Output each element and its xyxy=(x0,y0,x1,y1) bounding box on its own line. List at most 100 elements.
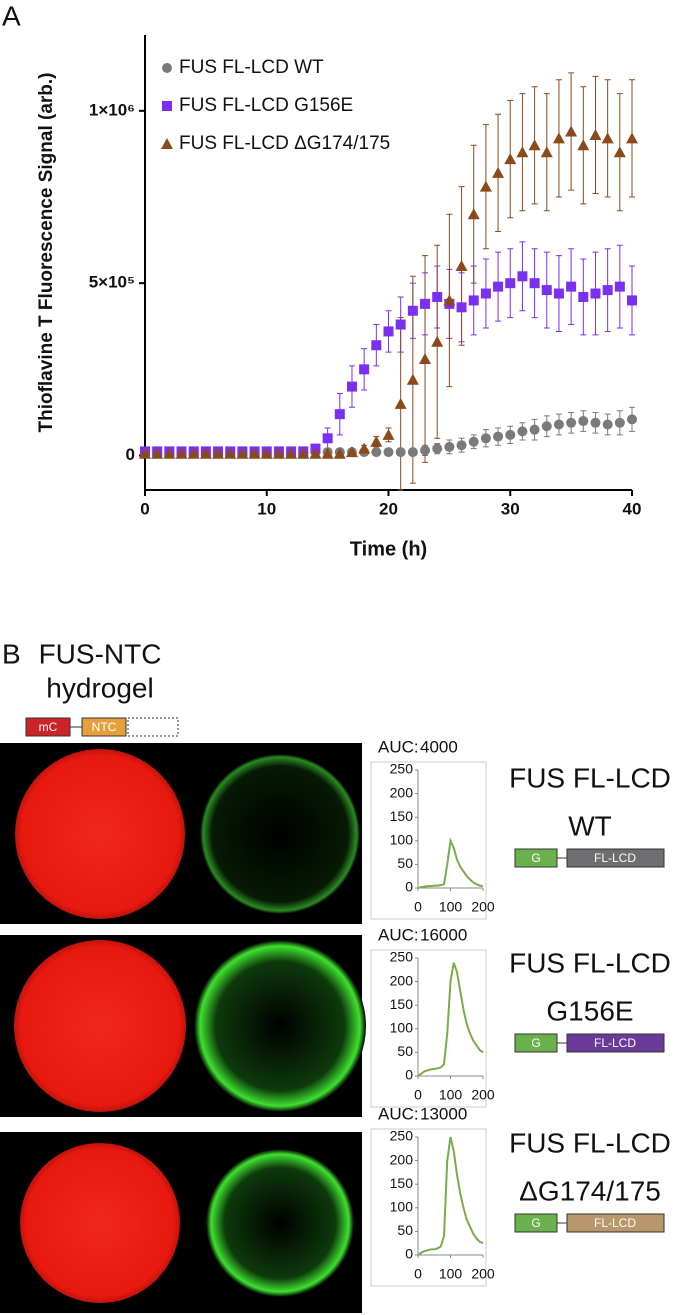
marker xyxy=(175,447,188,459)
marker xyxy=(333,447,346,459)
construct-label: G xyxy=(531,1036,540,1050)
y-tick-label: 250 xyxy=(390,1128,414,1144)
marker xyxy=(139,447,151,459)
marker xyxy=(394,397,407,409)
marker xyxy=(444,441,455,452)
marker xyxy=(493,281,504,292)
construct-label: NTC xyxy=(92,720,117,734)
annotation: AUC: xyxy=(378,737,419,756)
construct-label: FL-LCD xyxy=(594,1216,636,1230)
marker xyxy=(199,447,212,459)
row-name: FUS FL-LCD xyxy=(509,947,671,978)
marker xyxy=(455,259,468,271)
marker xyxy=(467,208,480,220)
y-tick-label: 100 xyxy=(390,832,414,848)
data-line xyxy=(417,962,484,1077)
marker xyxy=(345,446,358,458)
marker xyxy=(285,447,298,459)
marker xyxy=(566,281,577,292)
construct-box xyxy=(566,1033,665,1053)
x-tick-label: 100 xyxy=(439,1087,463,1103)
x-tick-label: 0 xyxy=(414,1266,422,1282)
marker xyxy=(468,295,479,306)
marker xyxy=(248,447,261,459)
marker xyxy=(395,447,406,458)
marker xyxy=(517,426,528,437)
marker xyxy=(553,419,564,430)
marker xyxy=(358,442,371,454)
construct-label: mC xyxy=(39,720,58,734)
marker xyxy=(383,447,394,458)
marker xyxy=(443,294,456,306)
y-tick-label: 250 xyxy=(390,761,414,777)
marker xyxy=(163,447,176,459)
construct-label: FL-LCD xyxy=(594,851,636,865)
legend-marker xyxy=(161,138,173,149)
y-tick-label: 250 xyxy=(390,949,414,965)
marker xyxy=(151,447,164,459)
y-tick-label: 150 xyxy=(390,808,414,824)
marker xyxy=(371,340,382,351)
marker xyxy=(541,285,552,296)
marker xyxy=(493,431,504,442)
marker xyxy=(566,417,577,428)
marker xyxy=(346,381,357,392)
micrographs xyxy=(0,743,366,1313)
marker xyxy=(468,436,479,447)
y-tick-label: 0 xyxy=(405,1067,413,1083)
legend-marker xyxy=(162,101,172,111)
x-tick-label: 200 xyxy=(471,899,495,915)
marker xyxy=(601,132,614,144)
data-line xyxy=(417,837,484,889)
construct-box xyxy=(566,848,665,868)
marker xyxy=(492,166,505,178)
x-tick-label: 100 xyxy=(439,899,463,915)
marker xyxy=(517,271,528,282)
y-tick-label: 50 xyxy=(397,855,413,871)
marker xyxy=(297,447,310,459)
marker xyxy=(541,421,552,432)
row-name: FUS FL-LCD xyxy=(509,1127,671,1158)
x-tick-label: 0 xyxy=(414,1087,422,1103)
y-tick-label: 150 xyxy=(390,1175,414,1191)
construct-box xyxy=(566,1213,665,1233)
y-tick-label: 100 xyxy=(390,1199,414,1215)
y-tick-label: 0 xyxy=(126,445,135,464)
legend-label: FUS FL-LCD WT xyxy=(179,57,324,78)
marker xyxy=(553,288,564,299)
x-tick-label: 30 xyxy=(501,499,520,518)
marker xyxy=(602,285,613,296)
x-axis-label: Time (h) xyxy=(350,538,427,560)
marker xyxy=(432,291,443,302)
marker xyxy=(529,424,540,435)
marker xyxy=(406,373,419,385)
marker xyxy=(577,139,590,151)
marker xyxy=(505,429,516,440)
x-tick-label: 10 xyxy=(257,499,276,518)
marker xyxy=(602,419,613,430)
data-line xyxy=(417,1136,484,1256)
marker xyxy=(505,278,516,289)
marker xyxy=(578,291,589,302)
construct-box xyxy=(81,717,127,737)
y-tick-label: 200 xyxy=(390,972,414,988)
marker xyxy=(480,288,491,299)
marker xyxy=(359,364,370,375)
marker xyxy=(540,146,553,158)
marker xyxy=(480,433,491,444)
chart-frame xyxy=(370,949,487,1108)
row-name: FUS FL-LCD xyxy=(509,762,671,793)
construct-box xyxy=(127,717,179,737)
marker xyxy=(187,447,200,459)
panel-title: FUS-NTC xyxy=(39,638,162,669)
y-tick-label: 100 xyxy=(390,1020,414,1036)
legend-marker xyxy=(162,63,172,73)
x-tick-label: 0 xyxy=(140,499,149,518)
marker xyxy=(322,433,333,444)
marker xyxy=(370,435,383,447)
marker xyxy=(627,295,637,306)
marker xyxy=(456,440,467,451)
x-tick-label: 100 xyxy=(439,1266,463,1282)
y-tick-label: 1×10⁶ xyxy=(89,100,135,119)
y-tick-label: 50 xyxy=(397,1222,413,1238)
